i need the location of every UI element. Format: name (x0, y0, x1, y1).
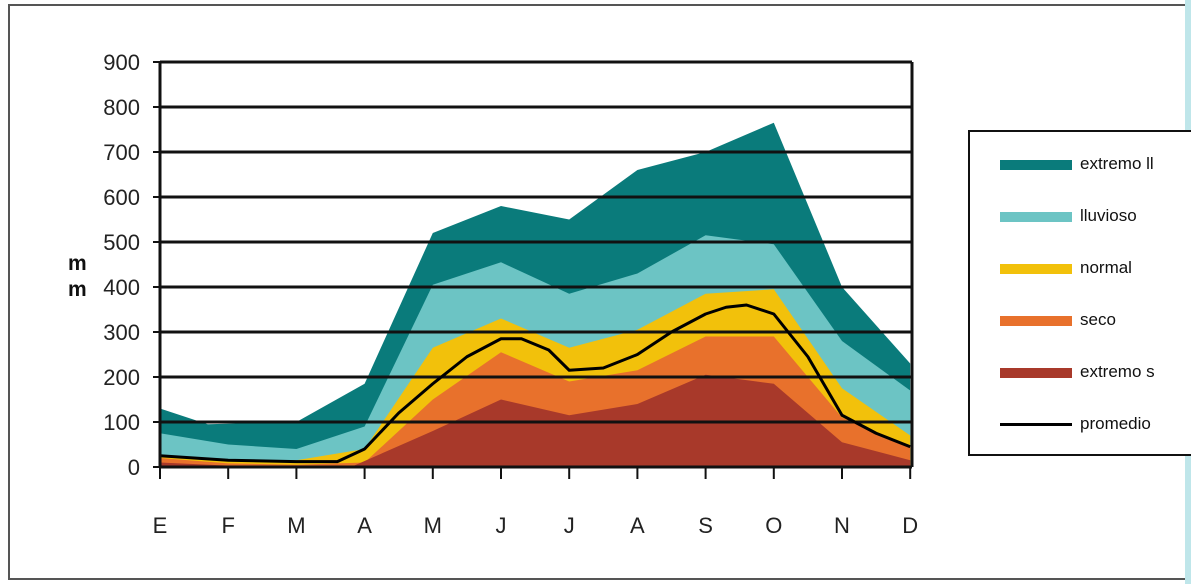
legend-item: extremo s (1000, 362, 1191, 382)
x-tick-label: A (630, 513, 645, 538)
y-tick-label: 900 (103, 50, 140, 75)
x-tick-label: M (287, 513, 305, 538)
x-tick-label: E (153, 513, 168, 538)
x-tick-label: J (496, 513, 507, 538)
y-tick-label: 0 (128, 455, 140, 480)
legend-item: seco (1000, 310, 1191, 330)
legend-item: lluvioso (1000, 206, 1191, 226)
x-tick-label: M (424, 513, 442, 538)
x-tick-label: J (564, 513, 575, 538)
y-tick-label: 600 (103, 185, 140, 210)
legend-label: promedio (1080, 414, 1151, 433)
y-tick-label: 100 (103, 410, 140, 435)
legend-swatch (1000, 264, 1072, 274)
legend-item: extremo ll (1000, 154, 1191, 174)
y-tick-label: 200 (103, 365, 140, 390)
legend-line-marker (1000, 423, 1072, 426)
legend-label: extremo s (1080, 362, 1155, 381)
legend-swatch (1000, 368, 1072, 378)
chart-frame (8, 4, 1191, 580)
x-tick-label: S (698, 513, 713, 538)
y-tick-label: 800 (103, 95, 140, 120)
legend-swatch (1000, 160, 1072, 170)
legend-label: lluvioso (1080, 206, 1137, 225)
legend-swatch (1000, 316, 1072, 326)
y-tick-label: 300 (103, 320, 140, 345)
chart-legend: extremo ll lluvioso normal seco extremo s pro… (968, 130, 1191, 456)
x-tick-label: F (221, 513, 234, 538)
y-tick-label: 400 (103, 275, 140, 300)
legend-item: normal (1000, 258, 1191, 278)
legend-swatch (1000, 212, 1072, 222)
legend-label: seco (1080, 310, 1116, 329)
x-tick-label: D (902, 513, 918, 538)
legend-item: promedio (1000, 414, 1191, 434)
y-tick-label: 700 (103, 140, 140, 165)
x-tick-label: N (834, 513, 850, 538)
legend-label: normal (1080, 258, 1132, 277)
y-tick-label: 500 (103, 230, 140, 255)
rainfall-area-chart: 0 100 200 300 400 500 600 700 800 900 E F M A M J J A S O N D… (68, 50, 918, 538)
x-tick-label: A (357, 513, 372, 538)
x-tick-label: O (765, 513, 782, 538)
line-promedio (159, 303, 911, 464)
legend-label: extremo ll (1080, 154, 1154, 173)
